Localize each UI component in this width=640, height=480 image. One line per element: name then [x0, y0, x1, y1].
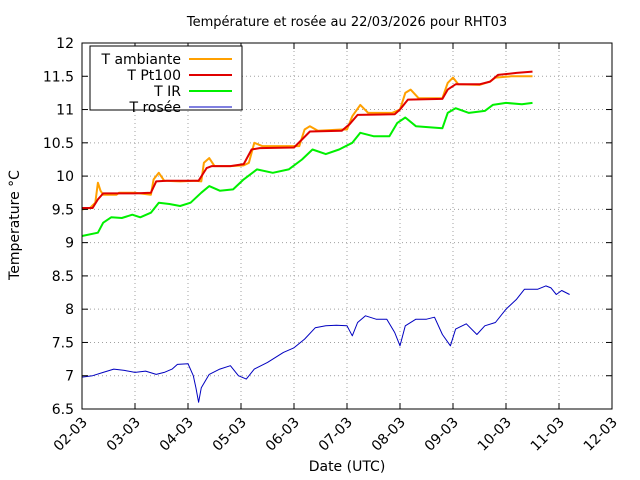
y-tick-label: 12 — [56, 36, 74, 52]
y-tick-label: 7.5 — [52, 335, 74, 351]
y-tick-label: 8 — [65, 302, 74, 318]
y-tick-label: 11.5 — [43, 69, 74, 85]
y-axis-ticks: 6.5 7 7.5 8 8.5 9 9.5 10 10.5 11 11.5 12 — [43, 36, 612, 418]
y-tick-label: 10.5 — [43, 136, 74, 152]
series-lines — [81, 70, 570, 403]
y-axis-label: Temperature °C — [7, 170, 23, 281]
y-tick-label: 9.5 — [52, 202, 74, 218]
y-tick-label: 6.5 — [52, 402, 74, 418]
legend-label: T ambiante — [100, 52, 181, 68]
y-tick-label: 10 — [56, 169, 74, 185]
x-axis-label: Date (UTC) — [309, 459, 386, 475]
series-line-3 — [81, 285, 570, 403]
legend-label: T rosée — [128, 100, 181, 116]
y-tick-label: 9 — [65, 236, 74, 252]
y-tick-label: 8.5 — [52, 269, 74, 285]
y-tick-label: 11 — [56, 103, 74, 119]
chart-title: Température et rosée au 22/03/2026 pour … — [186, 15, 507, 30]
y-tick-label: 7 — [65, 369, 74, 385]
series-line-1 — [82, 70, 533, 209]
legend-label: T Pt100 — [126, 68, 181, 84]
series-line-2 — [81, 101, 533, 237]
legend-box — [89, 45, 243, 111]
legend-label: T IR — [153, 84, 181, 100]
